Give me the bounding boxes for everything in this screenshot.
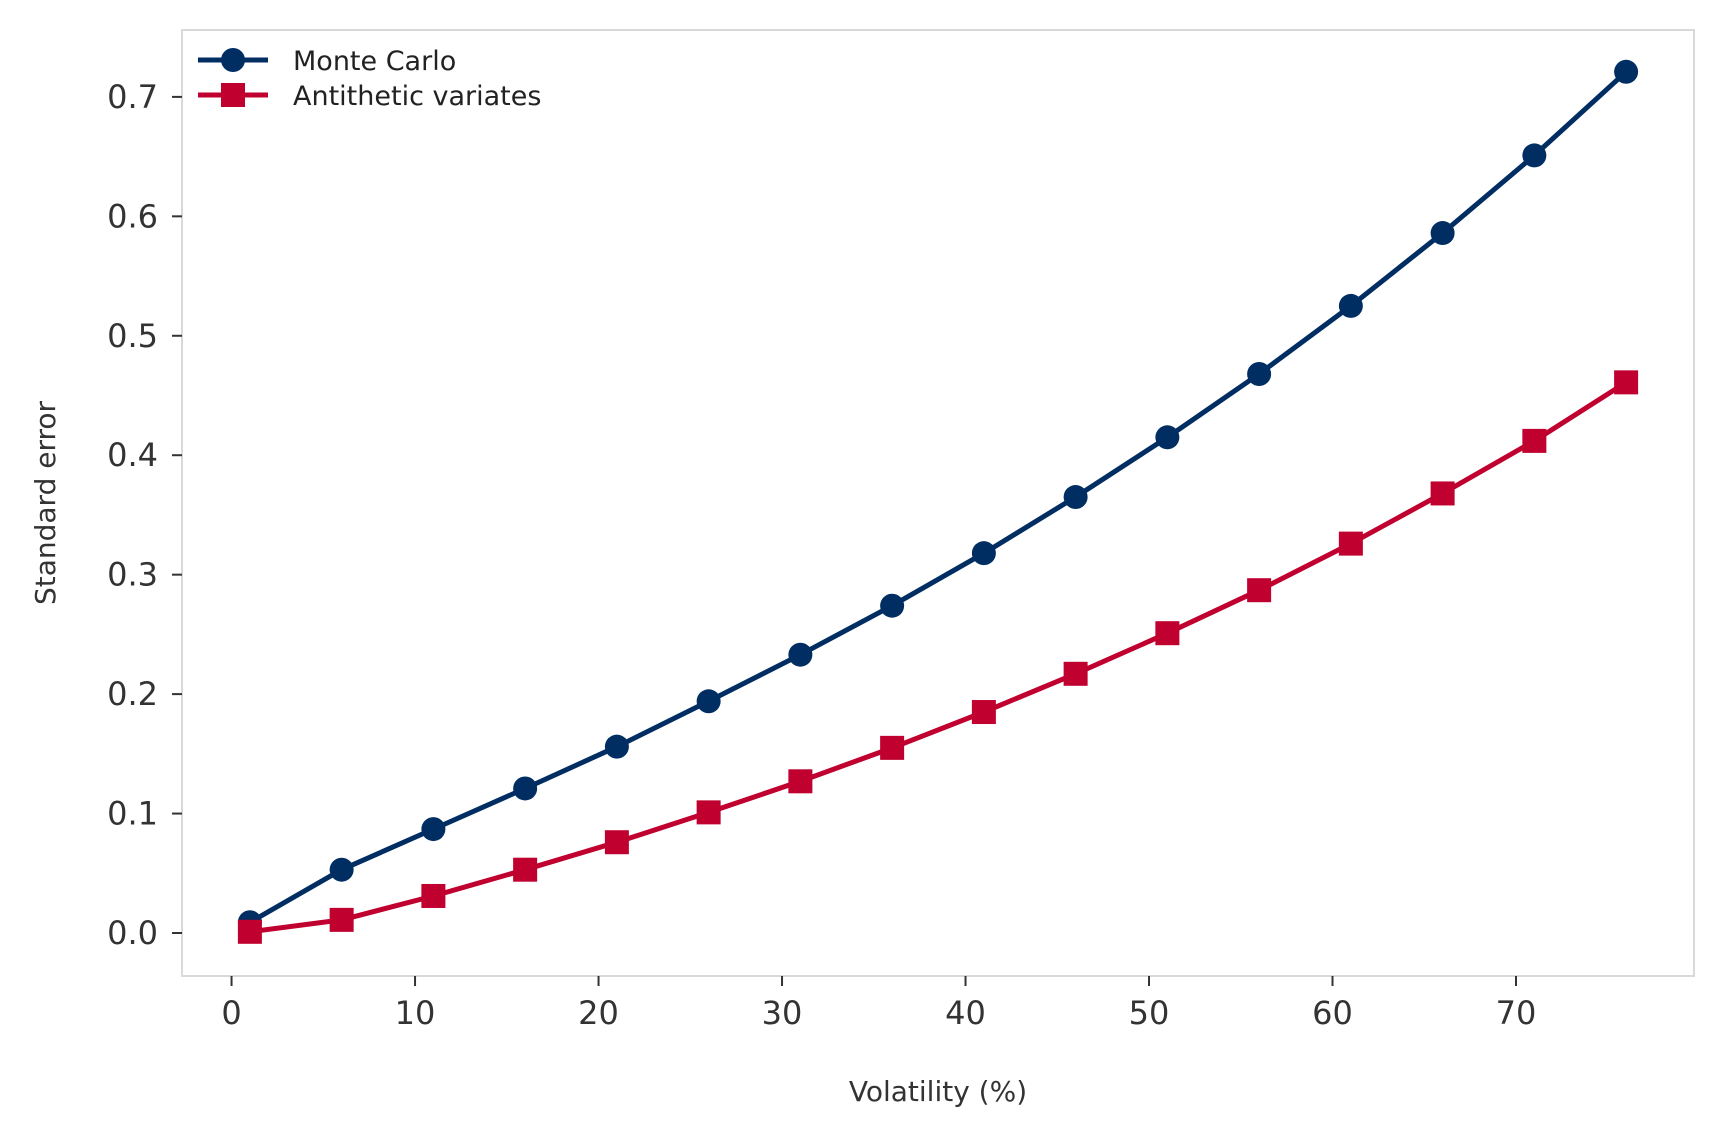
- legend-label-antithetic-variates: Antithetic variates: [293, 81, 541, 112]
- x-tick-label: 30: [762, 994, 803, 1032]
- data-point-antithetic-variates: [1063, 661, 1088, 686]
- y-tick-label: 0.1: [107, 795, 158, 833]
- legend-marker-monte-carlo: [221, 48, 245, 72]
- data-point-antithetic-variates: [329, 907, 354, 932]
- data-point-antithetic-variates: [1247, 578, 1272, 603]
- series-line-monte-carlo: [248, 69, 1628, 925]
- data-point-monte-carlo: [788, 642, 813, 667]
- x-axis-label: Volatility (%): [849, 1075, 1027, 1108]
- x-tick-label: 60: [1312, 994, 1353, 1032]
- y-tick-label: 0.7: [107, 78, 158, 116]
- data-point-monte-carlo: [1614, 59, 1639, 84]
- data-point-antithetic-variates: [880, 735, 905, 760]
- data-point-antithetic-variates: [604, 830, 629, 855]
- data-point-antithetic-variates: [237, 919, 262, 944]
- data-point-antithetic-variates: [513, 857, 538, 882]
- x-tick-label: 40: [945, 994, 986, 1032]
- x-tick-label: 50: [1129, 994, 1170, 1032]
- series-line-antithetic-variates: [249, 380, 1628, 935]
- y-axis-ticks: 0.0 0.1 0.2 0.3 0.4 0.5 0.6 0.7: [107, 78, 182, 952]
- data-point-monte-carlo: [1247, 362, 1272, 386]
- y-tick-label: 0.0: [107, 914, 158, 952]
- data-point-antithetic-variates: [971, 700, 996, 725]
- data-point-monte-carlo: [1063, 485, 1088, 510]
- x-tick-label: 0: [221, 994, 241, 1032]
- data-point-monte-carlo: [329, 857, 354, 882]
- data-point-antithetic-variates: [1338, 531, 1363, 556]
- y-tick-label: 0.6: [107, 197, 158, 235]
- data-point-antithetic-variates: [696, 800, 721, 825]
- data-point-monte-carlo: [971, 541, 996, 566]
- data-point-antithetic-variates: [1614, 370, 1639, 395]
- legend-marker-antithetic-variates: [221, 83, 245, 107]
- data-point-monte-carlo: [1338, 293, 1363, 318]
- y-tick-label: 0.4: [107, 436, 158, 474]
- x-tick-label: 10: [395, 994, 436, 1032]
- y-tick-label: 0.2: [107, 675, 158, 713]
- legend: Monte Carlo Antithetic variates: [198, 46, 541, 112]
- data-point-monte-carlo: [604, 734, 629, 759]
- x-tick-label: 70: [1496, 994, 1537, 1032]
- y-axis-label: Standard error: [29, 400, 62, 605]
- x-tick-label: 20: [578, 994, 619, 1032]
- data-point-monte-carlo: [696, 689, 721, 714]
- data-point-antithetic-variates: [1430, 481, 1455, 506]
- data-point-antithetic-variates: [1155, 621, 1180, 646]
- data-point-monte-carlo: [421, 817, 446, 842]
- data-point-monte-carlo: [1430, 221, 1455, 246]
- data-point-antithetic-variates: [788, 769, 813, 794]
- x-axis-ticks: 0 10 20 30 40 50 60 70: [221, 976, 1536, 1032]
- y-tick-label: 0.5: [107, 317, 158, 355]
- data-point-antithetic-variates: [1522, 428, 1547, 453]
- data-point-monte-carlo: [1522, 143, 1547, 168]
- legend-label-monte-carlo: Monte Carlo: [293, 46, 456, 77]
- data-point-monte-carlo: [1155, 425, 1180, 450]
- data-point-monte-carlo: [880, 593, 905, 618]
- series-layer: [237, 59, 1639, 944]
- data-point-monte-carlo: [513, 776, 538, 801]
- data-point-antithetic-variates: [421, 883, 446, 908]
- plot-frame: [181, 29, 1695, 977]
- y-tick-label: 0.3: [107, 556, 158, 594]
